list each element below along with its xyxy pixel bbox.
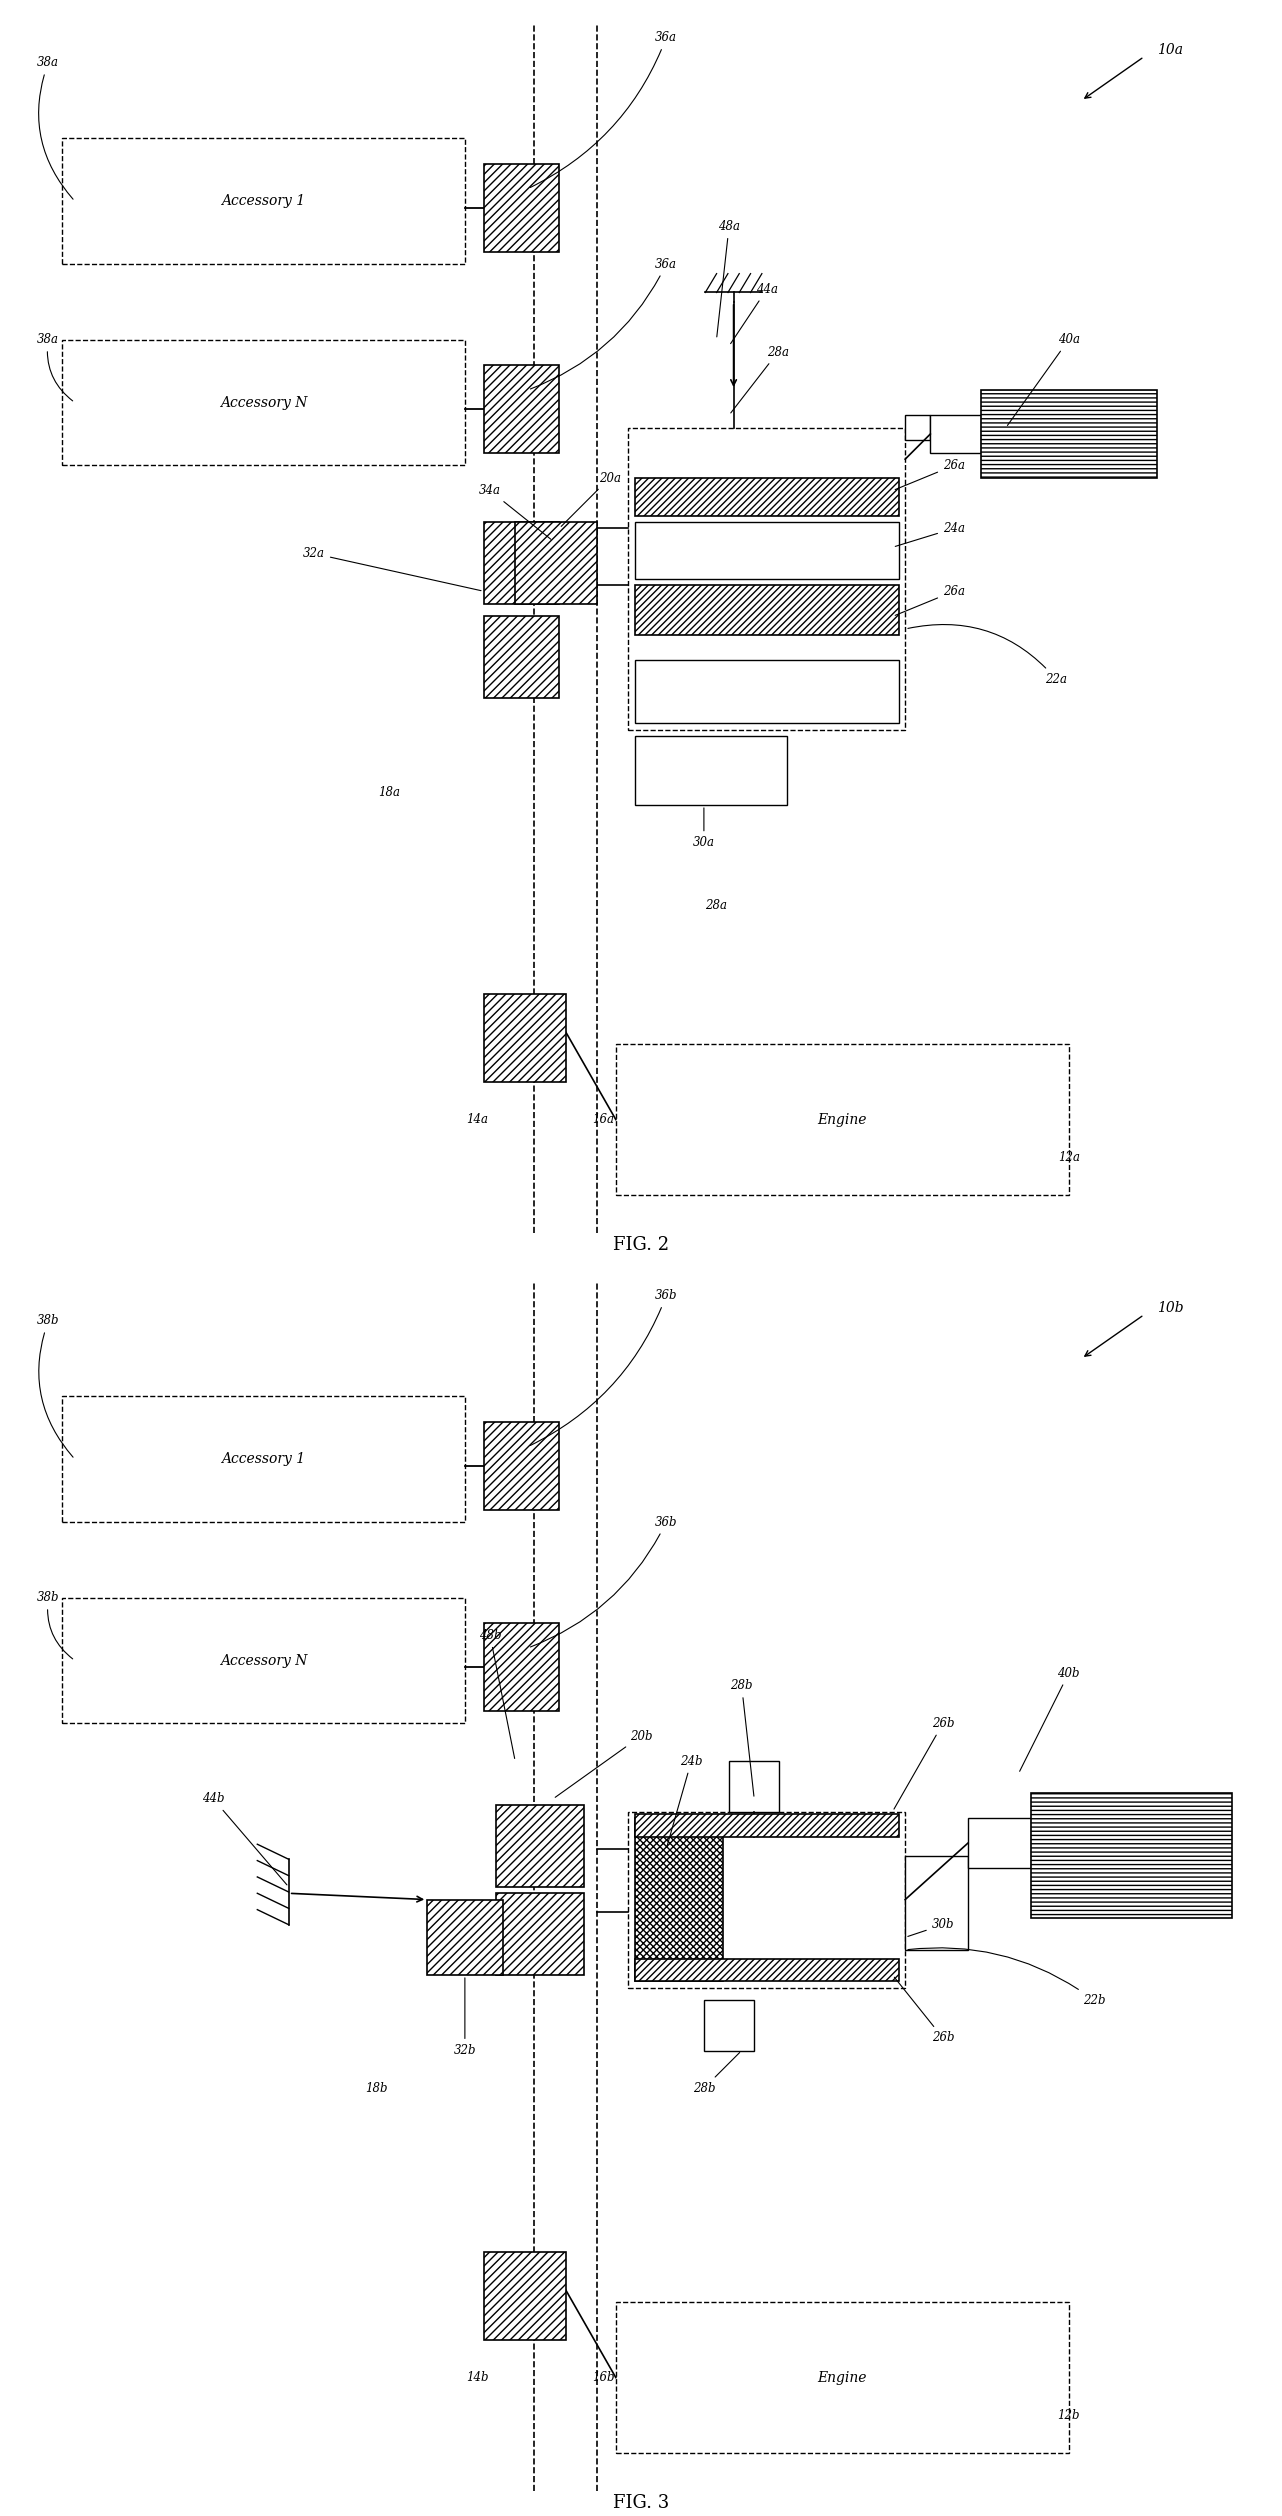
Bar xyxy=(729,1761,779,1812)
Bar xyxy=(635,521,899,579)
Text: 48b: 48b xyxy=(478,1628,514,1759)
Text: 30a: 30a xyxy=(692,808,715,850)
Bar xyxy=(483,616,559,697)
Text: 24a: 24a xyxy=(895,521,965,546)
Text: Accessory 1: Accessory 1 xyxy=(222,1452,305,1467)
Text: 36b: 36b xyxy=(531,1515,677,1648)
Text: Engine: Engine xyxy=(818,2370,867,2385)
Bar xyxy=(931,415,981,453)
Bar xyxy=(483,365,559,453)
Text: 28a: 28a xyxy=(705,898,727,913)
Text: 10b: 10b xyxy=(1156,1301,1183,1316)
Bar xyxy=(615,1044,1069,1195)
Bar xyxy=(483,164,559,252)
Text: 28a: 28a xyxy=(731,345,788,413)
Text: 32b: 32b xyxy=(454,1978,476,2058)
Text: 38a: 38a xyxy=(37,55,73,199)
Text: 12b: 12b xyxy=(1058,2408,1079,2423)
Text: FIG. 2: FIG. 2 xyxy=(613,1235,669,1255)
Text: 20a: 20a xyxy=(562,470,620,526)
Text: 28b: 28b xyxy=(731,1678,754,1796)
Bar xyxy=(635,1814,899,1837)
Text: FIG. 3: FIG. 3 xyxy=(613,2493,669,2513)
Text: 10a: 10a xyxy=(1156,43,1183,58)
Text: Accessory 1: Accessory 1 xyxy=(222,194,305,209)
Text: 12a: 12a xyxy=(1058,1150,1079,1165)
Bar xyxy=(427,1900,503,1975)
Text: 40b: 40b xyxy=(1019,1666,1079,1771)
Bar xyxy=(496,1806,585,1887)
Bar xyxy=(704,2000,754,2051)
Bar xyxy=(63,138,465,264)
Text: 32a: 32a xyxy=(303,546,481,591)
Text: 34a: 34a xyxy=(479,483,551,538)
Bar xyxy=(63,1396,465,1522)
Text: 26a: 26a xyxy=(895,584,965,616)
Bar xyxy=(63,1598,465,1723)
Text: Engine: Engine xyxy=(818,1112,867,1127)
Text: 48a: 48a xyxy=(717,219,740,337)
Text: 26a: 26a xyxy=(895,458,965,491)
Text: 16a: 16a xyxy=(592,1112,614,1127)
Bar xyxy=(63,340,465,465)
Bar xyxy=(905,415,931,440)
Text: 14b: 14b xyxy=(467,2370,488,2385)
Bar xyxy=(635,1817,723,1983)
Text: 38b: 38b xyxy=(37,1590,73,1658)
Text: 26b: 26b xyxy=(895,1978,954,2046)
Bar xyxy=(483,994,565,1082)
Text: 44a: 44a xyxy=(731,282,778,345)
Text: 24b: 24b xyxy=(667,1754,703,1847)
Text: 36a: 36a xyxy=(531,257,677,390)
Text: 40a: 40a xyxy=(1008,332,1079,425)
Text: 18a: 18a xyxy=(378,785,400,800)
Bar xyxy=(615,2302,1069,2453)
Text: 20b: 20b xyxy=(555,1728,653,1796)
Text: 44b: 44b xyxy=(203,1791,287,1884)
Text: 22a: 22a xyxy=(908,624,1067,687)
Text: 22b: 22b xyxy=(908,1947,1105,2008)
Bar xyxy=(483,2252,565,2340)
Text: 30b: 30b xyxy=(908,1917,954,1937)
Bar xyxy=(483,1623,559,1711)
Bar xyxy=(515,523,597,604)
Bar xyxy=(628,428,905,730)
Text: Accessory N: Accessory N xyxy=(221,1653,308,1668)
Text: 26b: 26b xyxy=(894,1716,954,1809)
Text: 18b: 18b xyxy=(365,2081,388,2096)
Text: 16b: 16b xyxy=(592,2370,614,2385)
Text: 28b: 28b xyxy=(692,2053,740,2096)
Bar xyxy=(635,1957,899,1983)
Bar xyxy=(635,584,899,634)
Bar xyxy=(905,1857,968,1950)
Bar xyxy=(635,659,899,722)
Text: 38a: 38a xyxy=(37,332,73,400)
Bar xyxy=(628,1812,905,1988)
Bar xyxy=(981,390,1156,478)
Text: Accessory N: Accessory N xyxy=(221,395,308,410)
Text: 38b: 38b xyxy=(37,1313,73,1457)
Text: 14a: 14a xyxy=(467,1112,488,1127)
Bar xyxy=(1031,1791,1232,1917)
Bar xyxy=(496,1892,585,1975)
Bar xyxy=(483,1422,559,1510)
Bar xyxy=(483,523,559,604)
Bar xyxy=(635,478,899,516)
Bar xyxy=(968,1817,1031,1867)
Bar xyxy=(635,735,787,805)
Text: 36b: 36b xyxy=(531,1288,677,1447)
Text: 36a: 36a xyxy=(531,30,677,189)
